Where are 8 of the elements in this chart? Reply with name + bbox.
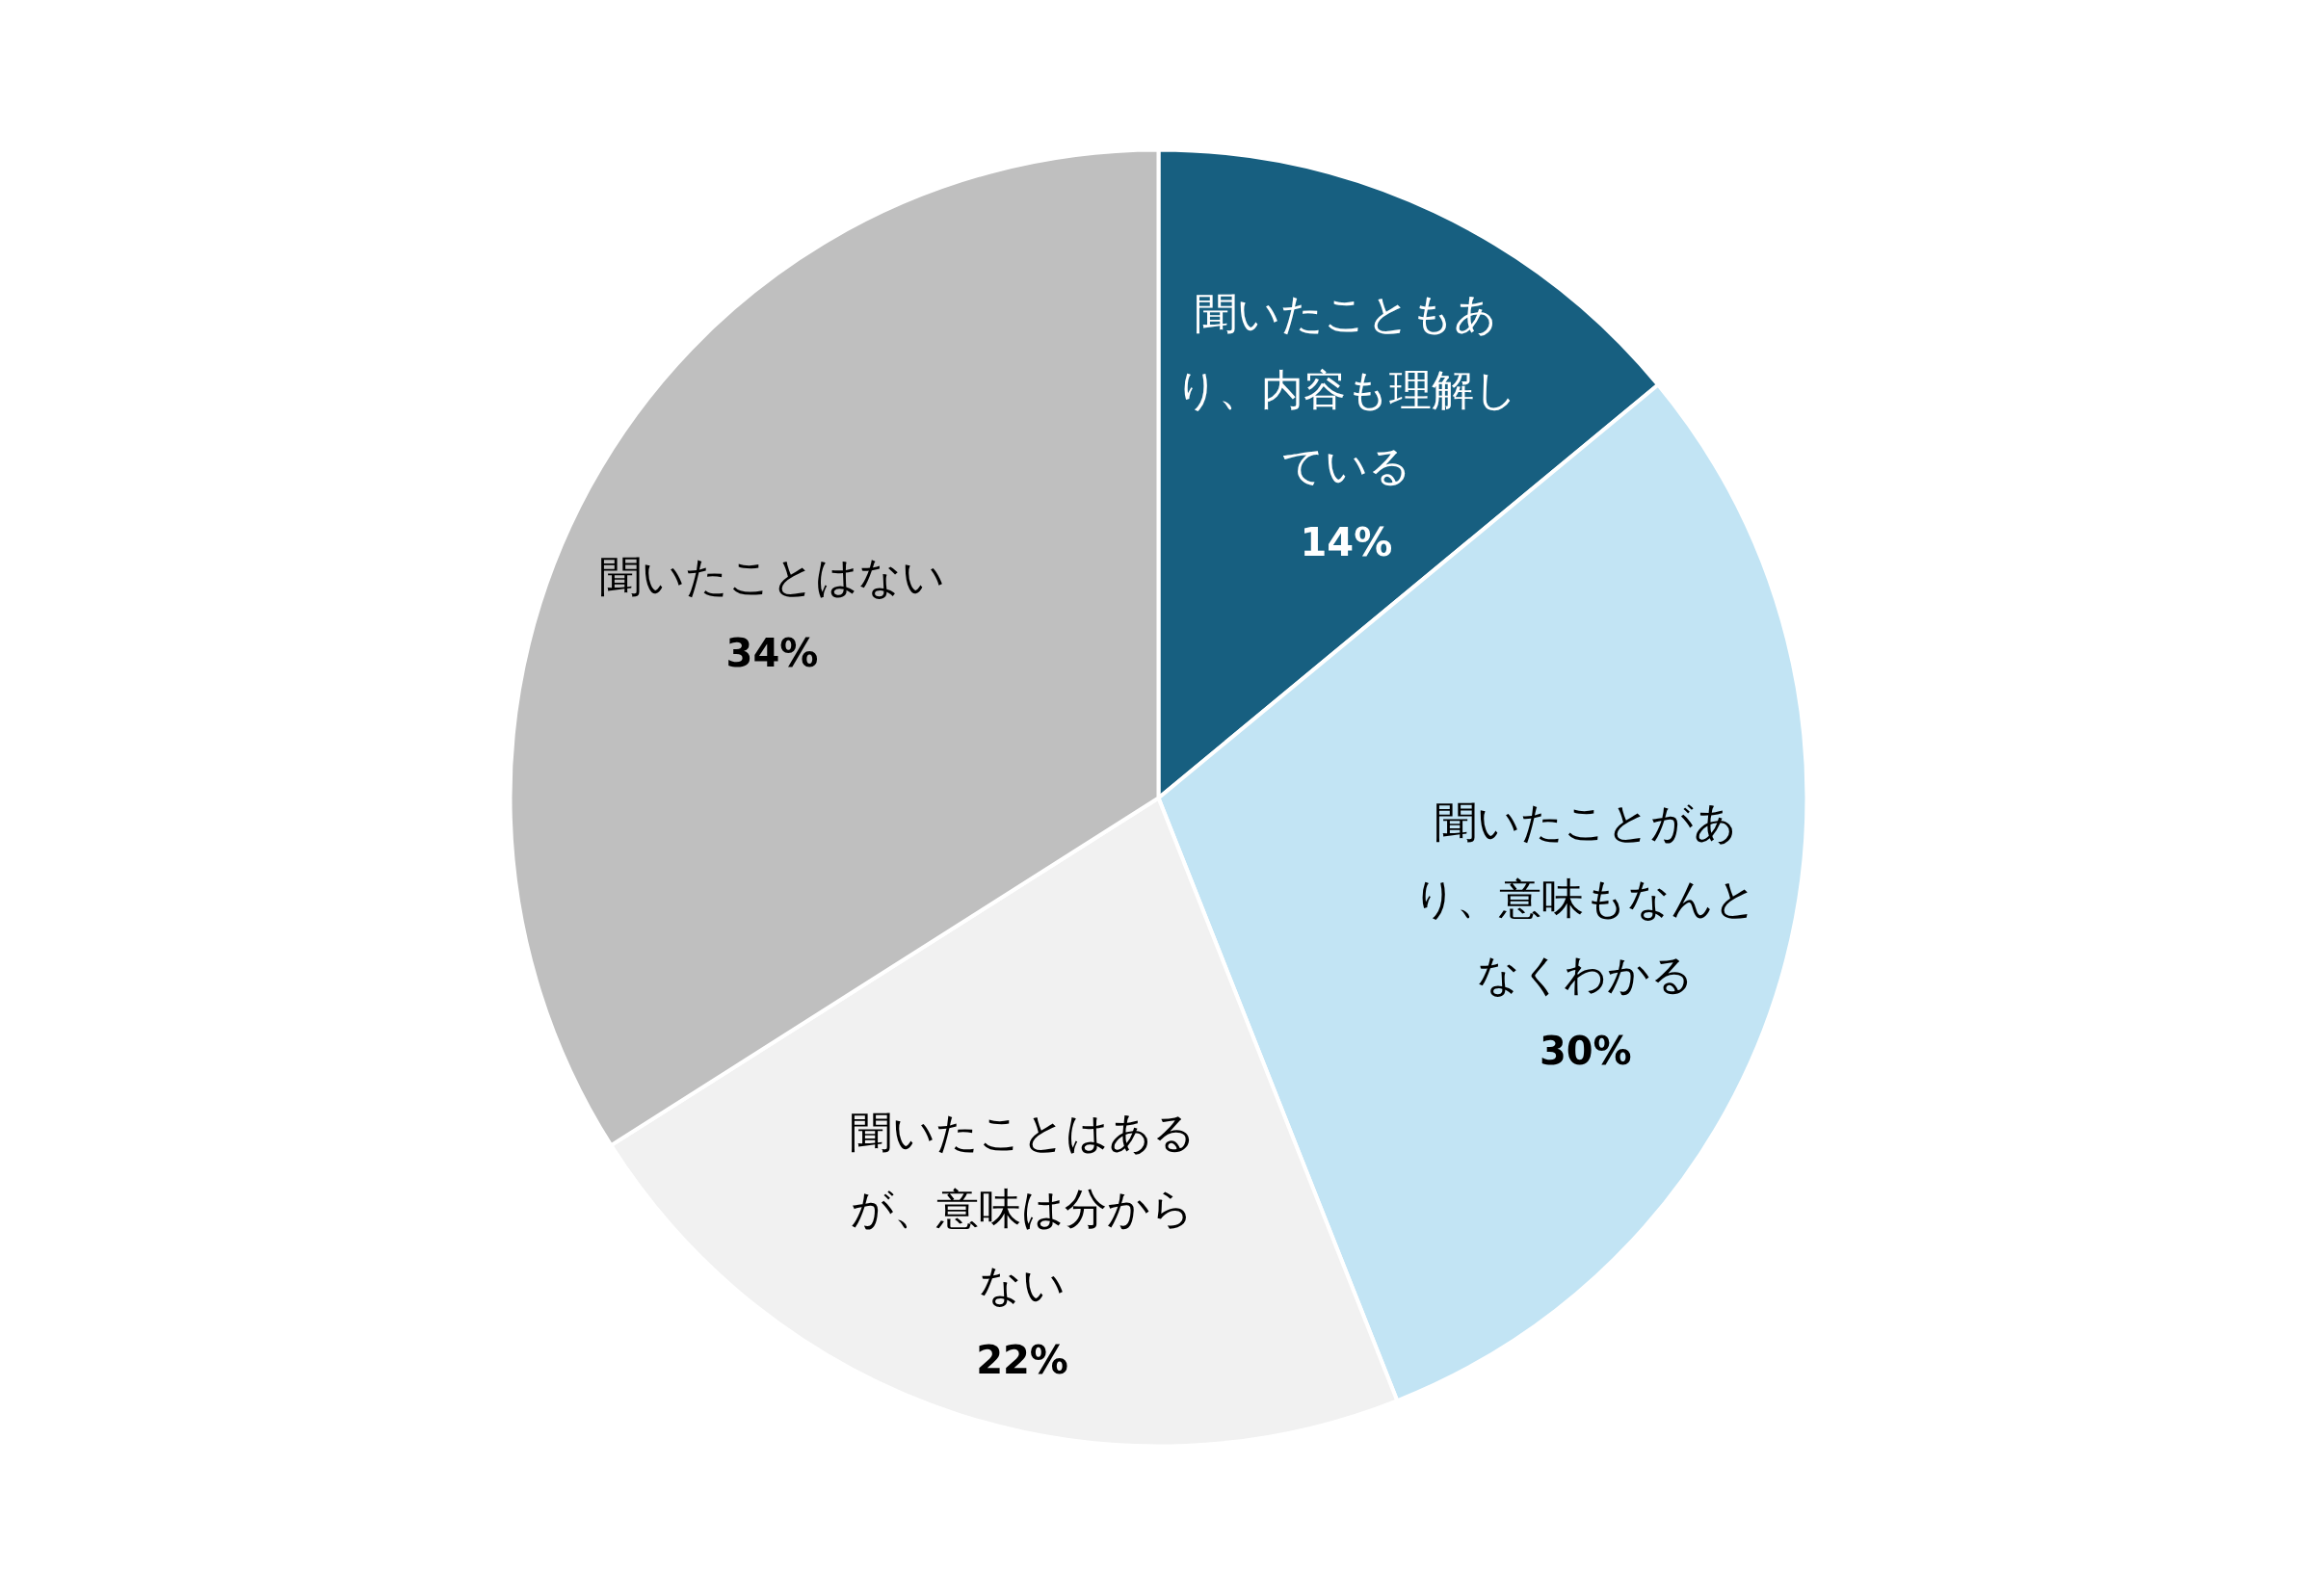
slice-label: 聞いたことはあるが、意味は分からない	[849, 1107, 1196, 1309]
data-label: 34%	[725, 630, 819, 675]
data-label: 30%	[1539, 1028, 1632, 1073]
data-label: 14%	[1300, 519, 1393, 564]
slice-label: 聞いたことはない	[598, 552, 945, 602]
slice-label: 聞いたこともあり、内容も理解している	[1174, 289, 1517, 491]
data-label: 22%	[976, 1338, 1068, 1383]
slice-label: 聞いたことがあり、意味もなんとなくわかる	[1413, 798, 1758, 1000]
